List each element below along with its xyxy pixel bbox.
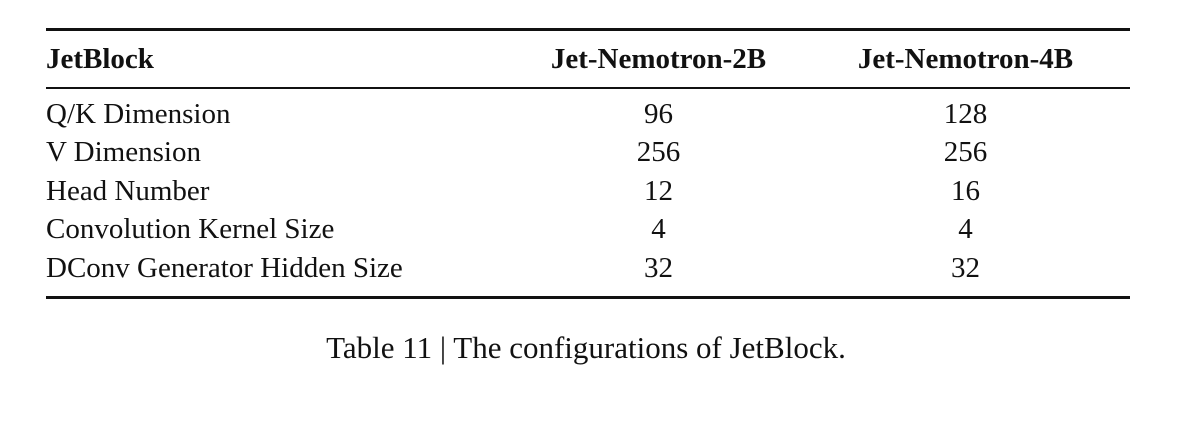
table-cell: 32 [951, 251, 980, 284]
table-body: Q/K Dimension 96 128 V Dimension 256 256 Head … [46, 88, 1130, 297]
table-cell: 128 [943, 97, 988, 130]
table-row: DConv Generator Hidden Size 32 32 [46, 249, 1130, 297]
table-cell: Q/K Dimension [46, 97, 231, 130]
table-cell: Convolution Kernel Size [46, 213, 335, 246]
table-cell: 16 [951, 174, 980, 207]
table-cell: V Dimension [46, 136, 201, 169]
table-cell: 12 [644, 174, 673, 207]
header-cell: Jet-Nemotron-4B [857, 42, 1074, 75]
table-cell: Head Number [46, 174, 210, 207]
table-cell: 4 [958, 213, 973, 246]
table-row: V Dimension 256 256 [46, 134, 1130, 173]
caption: Table 11 | The configurations of JetBloc… [326, 330, 846, 365]
table-cell: 4 [651, 213, 666, 246]
header-cell: JetBlock [46, 42, 154, 75]
table-row: Head Number 12 16 [46, 172, 1130, 211]
table-cell: 256 [636, 136, 681, 169]
table-cell: 32 [644, 251, 673, 284]
config-table: JetBlock Jet-Nemotron-2B Jet-Nemotron-4B Q… [46, 28, 1130, 299]
table-cell: 96 [644, 97, 673, 130]
header-cell: Jet-Nemotron-2B [550, 42, 767, 75]
table-row: Convolution Kernel Size 4 4 [46, 211, 1130, 250]
table-row: Q/K Dimension 96 128 [46, 88, 1130, 134]
header-row: JetBlock Jet-Nemotron-2B Jet-Nemotron-4B [46, 29, 1130, 88]
table-cell: DConv Generator Hidden Size [46, 251, 403, 284]
table-cell: 256 [943, 136, 988, 169]
